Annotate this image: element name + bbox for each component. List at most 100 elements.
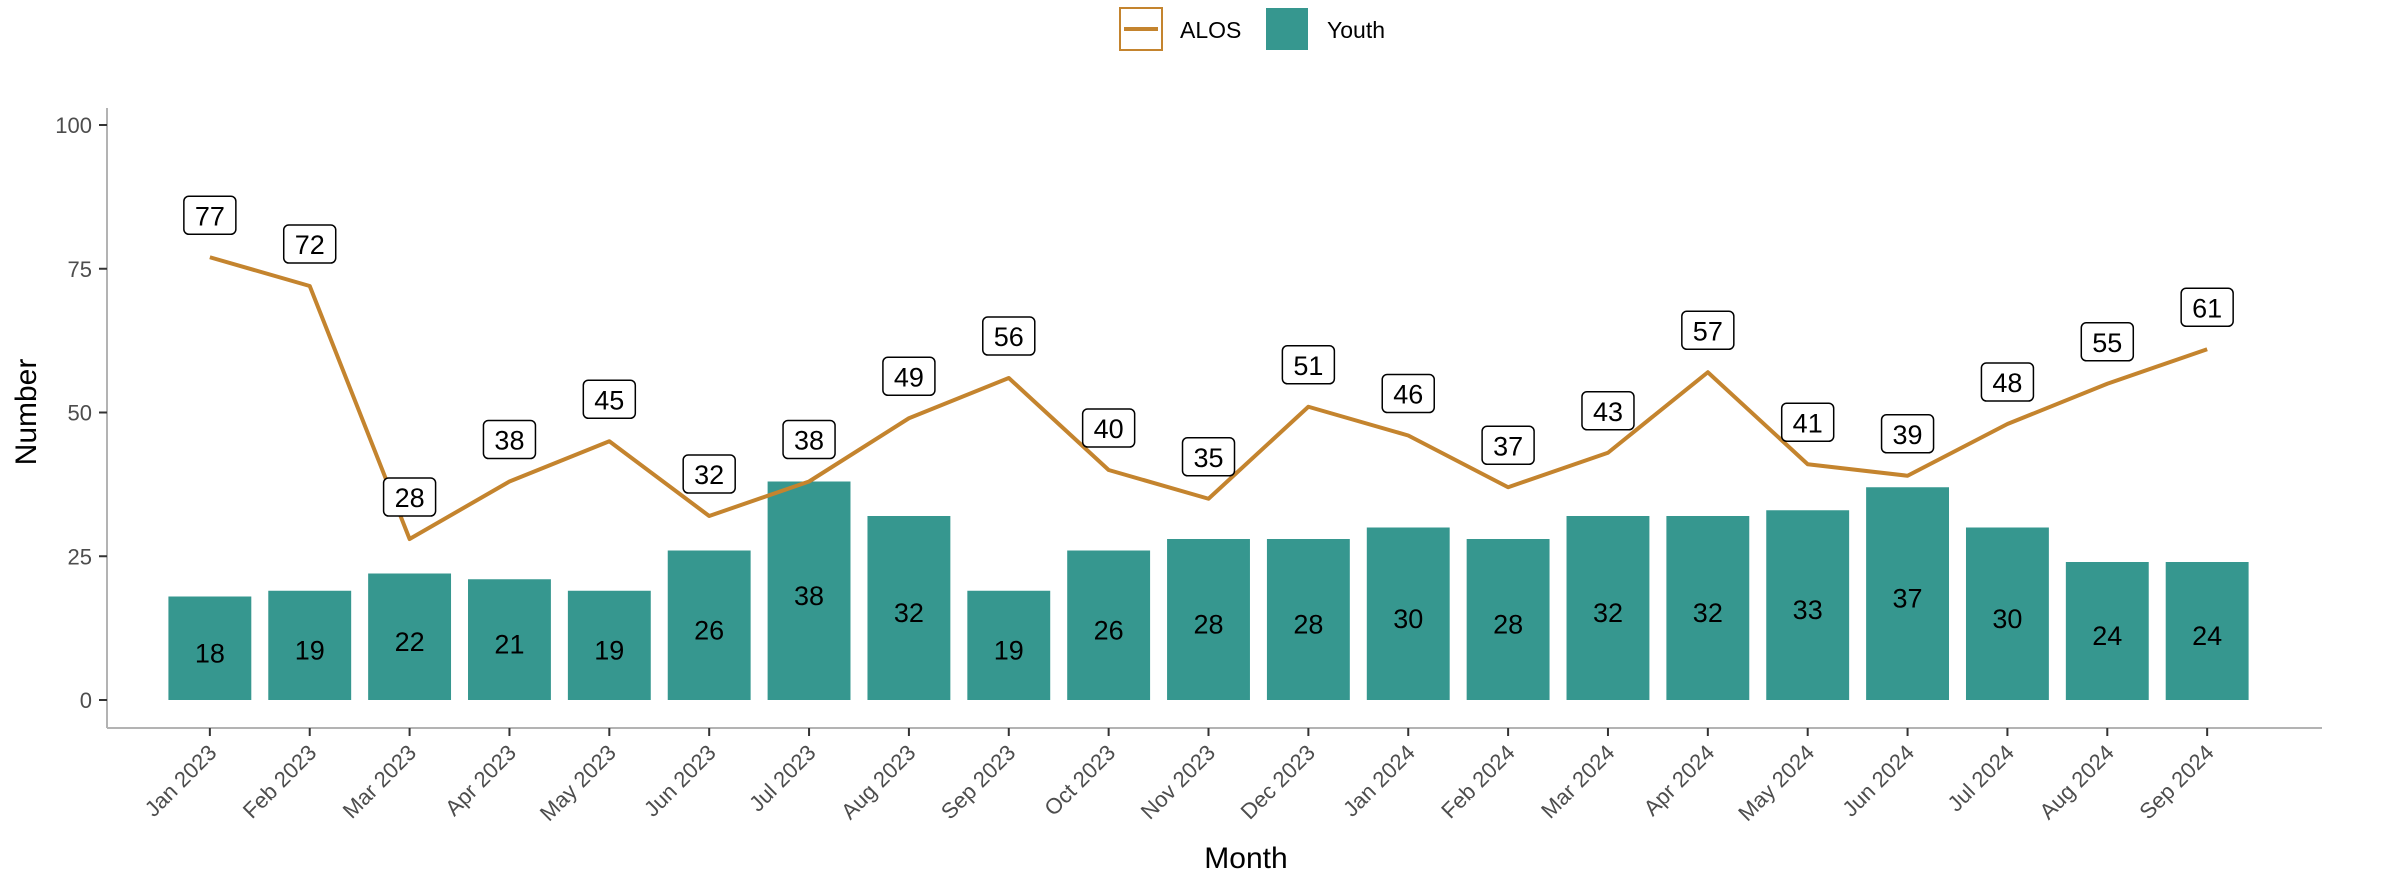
line-label-box — [282, 224, 337, 264]
line-label-text: 77 — [195, 201, 225, 231]
bar-label: 30 — [1992, 604, 2022, 634]
bar-label: 19 — [295, 635, 325, 665]
bar-youth — [667, 550, 751, 700]
line-label-alos: 37 — [1481, 425, 1535, 465]
x-tick-label: Feb 2023 — [238, 740, 321, 823]
line-label-box — [782, 419, 836, 460]
x-tick-label: Mar 2023 — [338, 740, 421, 823]
bar-youth — [967, 590, 1051, 700]
x-tick-label: Dec 2023 — [1236, 740, 1320, 824]
line-label-text: 51 — [1293, 351, 1323, 381]
legend-label-youth: Youth — [1327, 17, 1385, 43]
line-label-text: 72 — [295, 230, 325, 260]
line-label-alos: 38 — [482, 419, 537, 460]
bar-label: 19 — [594, 635, 624, 665]
line-label-alos: 77 — [183, 195, 237, 235]
line-label-box — [382, 477, 437, 517]
x-tick-label: Jun 2024 — [1837, 740, 1919, 822]
bar-youth — [1965, 527, 2049, 700]
bar-label: 18 — [195, 638, 225, 668]
bar-youth — [1366, 527, 1450, 700]
line-label-box — [1780, 402, 1835, 442]
bar-label: 22 — [395, 627, 425, 657]
line-label-box — [1980, 362, 2035, 402]
y-tick-label: 0 — [80, 688, 92, 713]
line-label-text: 41 — [1793, 408, 1823, 438]
x-tick-label: May 2024 — [1733, 740, 1819, 826]
bar-label: 28 — [1493, 610, 1523, 640]
line-label-alos: 45 — [582, 379, 637, 419]
line-label-text: 55 — [2092, 328, 2122, 358]
line-label-alos: 57 — [1681, 310, 1735, 350]
line-label-box — [482, 419, 537, 460]
line-label-alos: 41 — [1780, 402, 1835, 442]
line-label-alos: 49 — [882, 356, 936, 396]
bar-label: 28 — [1193, 610, 1223, 640]
bar-label: 30 — [1393, 604, 1423, 634]
line-label-alos: 46 — [1381, 373, 1435, 414]
line-label-text: 35 — [1193, 443, 1223, 473]
bar-youth — [268, 590, 352, 700]
y-tick-label: 75 — [68, 257, 92, 282]
line-label-text: 57 — [1693, 316, 1723, 346]
line-label-text: 38 — [494, 426, 524, 456]
bar-label: 37 — [1893, 584, 1923, 614]
line-label-box — [1481, 425, 1535, 465]
line-label-text: 28 — [395, 483, 425, 513]
line-label-text: 43 — [1593, 397, 1623, 427]
bar-label: 24 — [2192, 621, 2222, 651]
line-label-box — [682, 454, 736, 494]
bar-label: 24 — [2092, 621, 2122, 651]
bar-youth — [1866, 487, 1950, 700]
bar-youth — [1167, 539, 1250, 700]
line-label-alos: 35 — [1181, 437, 1236, 477]
x-tick-label: Mar 2024 — [1536, 740, 1619, 823]
bar-youth — [567, 590, 651, 700]
y-tick-label: 25 — [68, 544, 92, 569]
bar-label: 32 — [894, 598, 924, 628]
line-label-box — [582, 379, 637, 419]
bar-youth — [168, 596, 252, 700]
line-label-box — [2080, 322, 2135, 362]
line-label-text: 61 — [2192, 293, 2222, 323]
legend-item-youth: Youth — [1266, 8, 1385, 50]
y-tick-label: 50 — [68, 401, 92, 426]
bar-labels-youth: 18 19 22 21 19 26 38 32 19 26 28 28 30 28 32 32 33 37 30 24… — [195, 581, 2222, 669]
line-label-box — [1681, 310, 1735, 350]
line-label-alos: 56 — [982, 316, 1036, 356]
x-tick-label: Nov 2023 — [1136, 740, 1220, 824]
line-label-alos: 39 — [1880, 414, 1935, 454]
bar-youth — [1566, 516, 1650, 700]
line-label-text: 40 — [1094, 414, 1124, 444]
x-tick-label: Oct 2023 — [1039, 740, 1120, 821]
line-label-alos: 55 — [2080, 322, 2135, 362]
x-tick-label: Jan 2024 — [1338, 740, 1420, 822]
x-tick-label: Jul 2024 — [1942, 740, 2019, 817]
x-tick-label: Jan 2023 — [140, 740, 222, 822]
bar-label: 19 — [994, 635, 1024, 665]
bar-label: 32 — [1693, 598, 1723, 628]
bar-youth — [1466, 539, 1550, 700]
legend-label-alos: ALOS — [1180, 17, 1241, 43]
x-tick-label: Jun 2023 — [639, 740, 721, 822]
line-label-box — [1880, 414, 1935, 454]
x-tick-label: Sep 2023 — [936, 740, 1020, 824]
line-label-text: 45 — [594, 385, 624, 415]
bar-youth — [1766, 510, 1850, 700]
bars-youth — [168, 481, 2249, 700]
line-label-text: 46 — [1393, 380, 1423, 410]
line-label-text: 39 — [1893, 420, 1923, 450]
bar-youth — [368, 573, 452, 700]
line-label-alos: 38 — [782, 419, 836, 460]
x-tick-label: Apr 2024 — [1639, 740, 1720, 821]
line-label-text: 49 — [894, 362, 924, 392]
bar-label: 26 — [1094, 615, 1124, 645]
bar-youth — [1067, 550, 1151, 700]
line-label-text: 56 — [994, 322, 1024, 352]
x-tick-label: Feb 2024 — [1436, 740, 1519, 823]
bar-youth — [1666, 516, 1750, 700]
bar-label: 33 — [1793, 595, 1823, 625]
line-label-text: 38 — [794, 426, 824, 456]
x-tick-label: Aug 2023 — [836, 740, 920, 824]
